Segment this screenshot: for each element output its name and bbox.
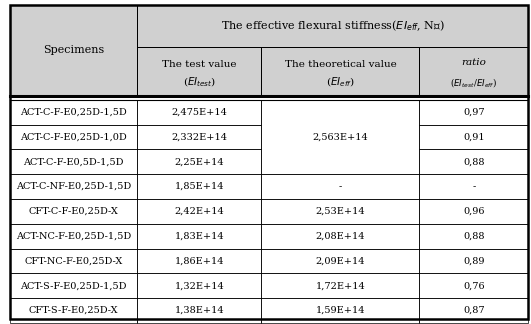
Text: -: -	[472, 182, 476, 191]
Bar	[419, 249, 528, 273]
Bar	[419, 47, 528, 96]
Bar	[137, 47, 261, 96]
Bar	[261, 249, 419, 273]
Text: ACT-C-NF-E0,25D-1,5D: ACT-C-NF-E0,25D-1,5D	[16, 182, 131, 191]
Text: 2,42E+14: 2,42E+14	[174, 207, 224, 216]
Text: 2,09E+14: 2,09E+14	[316, 257, 365, 266]
Text: CFT-NC-F-E0,25D-X: CFT-NC-F-E0,25D-X	[24, 257, 123, 266]
Bar	[419, 174, 528, 199]
Bar	[419, 199, 528, 224]
Text: ($\mathit{EI}_{eff}$): ($\mathit{EI}_{eff}$)	[326, 75, 355, 89]
Bar	[137, 199, 261, 224]
Bar	[10, 100, 137, 125]
Bar	[419, 125, 528, 149]
Bar	[137, 47, 261, 96]
Bar	[10, 273, 137, 298]
Text: ($\mathit{EI}_{test}$): ($\mathit{EI}_{test}$)	[183, 75, 216, 89]
Text: ACT-C-F-E0,25D-1,5D: ACT-C-F-E0,25D-1,5D	[20, 108, 127, 117]
Text: 2,25E+14: 2,25E+14	[174, 157, 224, 166]
Bar	[261, 224, 419, 249]
Bar	[10, 224, 137, 249]
Text: 0,97: 0,97	[463, 108, 485, 117]
Text: 0,88: 0,88	[463, 232, 485, 241]
Text: 0,96: 0,96	[463, 207, 485, 216]
Bar	[137, 100, 261, 125]
Bar	[419, 47, 528, 96]
Text: ACT-S-F-E0,25D-1,5D: ACT-S-F-E0,25D-1,5D	[20, 281, 127, 290]
Bar	[10, 5, 137, 96]
Bar	[137, 174, 261, 199]
Text: ACT-NC-F-E0,25D-1,5D: ACT-NC-F-E0,25D-1,5D	[16, 232, 131, 241]
Bar	[137, 125, 261, 149]
Bar	[137, 5, 528, 47]
Text: 1,85E+14: 1,85E+14	[175, 182, 224, 191]
Text: The effective flexural stiffness($\mathit{EI}_{eff}$, N㎡): The effective flexural stiffness($\mathi…	[221, 19, 444, 33]
Bar	[419, 100, 528, 125]
Text: ACT-C-F-E0,5D-1,5D: ACT-C-F-E0,5D-1,5D	[23, 157, 124, 166]
Text: CFT-S-F-E0,25D-X: CFT-S-F-E0,25D-X	[29, 306, 118, 315]
Text: Specimens: Specimens	[43, 45, 104, 55]
Bar	[137, 5, 528, 47]
Text: 0,91: 0,91	[463, 133, 485, 142]
Bar	[261, 273, 419, 298]
Text: 2,563E+14: 2,563E+14	[313, 133, 369, 142]
Text: -: -	[339, 182, 342, 191]
Text: 2,53E+14: 2,53E+14	[315, 207, 365, 216]
Text: 1,72E+14: 1,72E+14	[315, 281, 365, 290]
Bar	[10, 125, 137, 149]
Text: 1,83E+14: 1,83E+14	[174, 232, 224, 241]
Bar	[261, 174, 419, 199]
Bar	[137, 149, 261, 174]
Text: ratio: ratio	[461, 58, 486, 67]
Text: 1,59E+14: 1,59E+14	[316, 306, 365, 315]
Text: The theoretical value: The theoretical value	[285, 60, 396, 69]
Bar	[419, 149, 528, 174]
Bar	[10, 174, 137, 199]
Text: 0,89: 0,89	[463, 257, 485, 266]
Text: CFT-C-F-E0,25D-X: CFT-C-F-E0,25D-X	[29, 207, 118, 216]
Bar	[261, 47, 419, 96]
Text: 1,32E+14: 1,32E+14	[174, 281, 224, 290]
Text: 0,87: 0,87	[463, 306, 485, 315]
Bar	[137, 224, 261, 249]
Bar	[261, 298, 419, 323]
Bar	[137, 249, 261, 273]
Bar	[10, 298, 137, 323]
Text: ($\mathit{EI}_{test}$/$\mathit{EI}_{eff}$): ($\mathit{EI}_{test}$/$\mathit{EI}_{eff}…	[450, 76, 498, 89]
Text: 2,08E+14: 2,08E+14	[316, 232, 365, 241]
Text: The test value: The test value	[162, 60, 236, 69]
Bar	[137, 273, 261, 298]
Bar	[10, 5, 137, 96]
Text: 1,38E+14: 1,38E+14	[174, 306, 224, 315]
Bar	[261, 100, 419, 174]
Text: 2,475E+14: 2,475E+14	[172, 108, 227, 117]
Bar	[419, 298, 528, 323]
Text: 0,88: 0,88	[463, 157, 485, 166]
Bar	[10, 199, 137, 224]
Bar	[10, 149, 137, 174]
Bar	[261, 199, 419, 224]
Bar	[261, 47, 419, 96]
Text: 0,76: 0,76	[463, 281, 485, 290]
Text: 1,86E+14: 1,86E+14	[175, 257, 224, 266]
Bar	[10, 249, 137, 273]
Bar	[419, 273, 528, 298]
Bar	[419, 224, 528, 249]
Text: 2,332E+14: 2,332E+14	[171, 133, 227, 142]
Text: ACT-C-F-E0,25D-1,0D: ACT-C-F-E0,25D-1,0D	[20, 133, 127, 142]
Bar	[137, 298, 261, 323]
